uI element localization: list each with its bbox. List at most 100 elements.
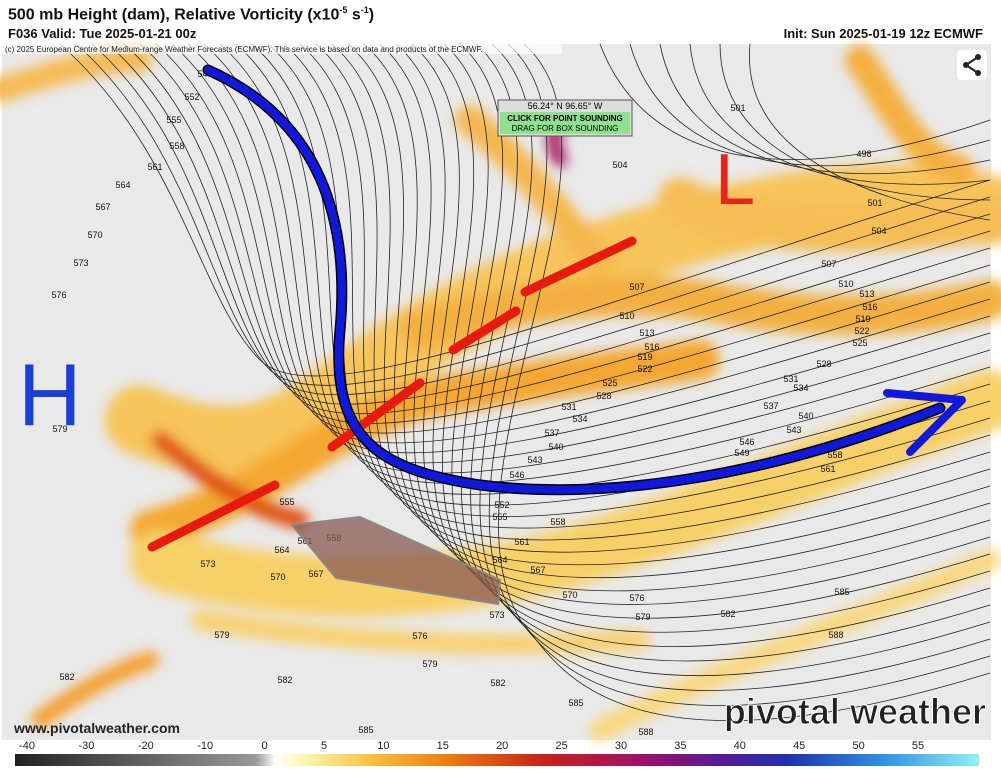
- colorbar-tick-label: 50: [852, 740, 864, 752]
- contour-line: [123, 43, 991, 415]
- tooltip-action-bg[interactable]: [500, 112, 630, 134]
- contour-label: 564: [492, 555, 507, 565]
- jet-arrowhead: [883, 389, 966, 456]
- contour-line: [749, 43, 991, 221]
- contour-label: 582: [720, 609, 735, 619]
- share-bg[interactable]: [957, 50, 987, 80]
- contour-label: 552: [184, 92, 199, 102]
- contour-line: [315, 43, 991, 541]
- contour-line: [283, 43, 991, 517]
- contour-label: 498: [856, 149, 871, 159]
- contour-label: 546: [509, 470, 524, 480]
- contour-label: 540: [548, 442, 563, 452]
- contour-line: [347, 43, 991, 566]
- contour-label: 549: [734, 448, 749, 458]
- low-pressure-center: L: [715, 140, 755, 220]
- contour-label: 582: [277, 675, 292, 685]
- contour-label: 582: [59, 672, 74, 682]
- share-button[interactable]: [957, 50, 987, 80]
- contour-label: 558: [550, 517, 565, 527]
- contour-label: 507: [821, 259, 836, 269]
- title-unit-exponent: -1: [360, 5, 369, 15]
- contour-label: 570: [562, 590, 577, 600]
- contour-label: 561: [514, 537, 529, 547]
- colorbar-tick-label: 5: [321, 740, 327, 752]
- copyright: (c) 2025 European Centre for Medium-rang…: [5, 45, 483, 54]
- contour-label: 507: [629, 282, 644, 292]
- colorbar-tick-label: -30: [78, 740, 94, 752]
- colorbar-tick-label: 55: [912, 740, 924, 752]
- init-time: Init: Sun 2025-01-19 12z ECMWF: [783, 26, 983, 41]
- contour-line: [395, 43, 991, 605]
- colorbar-tick-label: 10: [377, 740, 389, 752]
- contour-label: 573: [200, 559, 215, 569]
- high-pressure-center: H: [18, 345, 82, 444]
- contour-label: 573: [489, 610, 504, 620]
- colorbar-tick-label: 0: [262, 740, 268, 752]
- tooltip-coords[interactable]: 56.24° N 96.65° W: [528, 101, 603, 111]
- contour-label: 501: [867, 198, 882, 208]
- contour-label: 525: [852, 338, 867, 348]
- contour-label: 504: [871, 226, 886, 236]
- colorbar-tick-label: 40: [734, 740, 746, 752]
- contour-label: 579: [422, 659, 437, 669]
- colorbar-tick-label: 25: [555, 740, 567, 752]
- contour-label: 525: [602, 378, 617, 388]
- title: 500 mb Height (dam), Relative Vorticity …: [8, 5, 374, 24]
- contour-line: [719, 43, 991, 201]
- contour-label: 534: [793, 383, 808, 393]
- contour-label: 573: [73, 258, 88, 268]
- tooltip-point[interactable]: CLICK FOR POINT SOUNDING: [507, 114, 623, 123]
- contour-label: 561: [147, 162, 162, 172]
- colorbar-tick-label: 35: [674, 740, 686, 752]
- contour-label: 516: [862, 302, 877, 312]
- contour-label: 513: [859, 289, 874, 299]
- title-unit: s: [351, 6, 361, 24]
- contour-label: 579: [52, 424, 67, 434]
- title-text: 500 mb Height (dam), Relative Vorticity …: [8, 6, 340, 24]
- contour-label: 513: [639, 328, 654, 338]
- contour-labels: 549 552 555 558 561 564 567 570 573 576 579 501 498 5…: [51, 69, 886, 737]
- contour-label: 555: [279, 497, 294, 507]
- jet-arrow: [204, 66, 944, 494]
- contour-label: 534: [572, 414, 587, 424]
- contour-label: 543: [527, 455, 542, 465]
- contour-line: [599, 43, 991, 160]
- contour-label: 519: [855, 314, 870, 324]
- contour-line: [235, 43, 991, 484]
- contour-line: [91, 43, 991, 396]
- contour-label: 531: [561, 402, 576, 412]
- flow-arrow: [290, 515, 502, 606]
- contour-label: 528: [596, 391, 611, 401]
- contour-line: [411, 43, 991, 619]
- contour-label: 558: [827, 450, 842, 460]
- colorbar-tick-label: 30: [615, 740, 627, 752]
- contour-line: [498, 43, 991, 721]
- sounding-tooltip[interactable]: 56.24° N 96.65° W CLICK FOR POINT SOUNDI…: [497, 99, 633, 137]
- contour-line: [299, 43, 991, 529]
- contour-label: 585: [358, 725, 373, 735]
- contour-label: 501: [730, 103, 745, 113]
- contour-line: [488, 43, 991, 706]
- colorbar-tick-label: 20: [496, 740, 508, 752]
- colorbar-ticks: -40 -30 -20 -10 0 5 10 15 20 25 30 35 40 45 50 55: [19, 740, 924, 752]
- contour-label: 546: [739, 437, 754, 447]
- contour-label: 579: [635, 612, 650, 622]
- contour-label: 552: [494, 500, 509, 510]
- contour-label: 588: [638, 727, 653, 737]
- colorbar-tick-label: 45: [793, 740, 805, 752]
- contour-label: 510: [838, 279, 853, 289]
- contour-line: [363, 43, 991, 579]
- contour-label: 570: [87, 230, 102, 240]
- tooltip-box-sounding[interactable]: DRAG FOR BOX SOUNDING: [512, 124, 619, 133]
- contour-label: 585: [568, 698, 583, 708]
- contour-label: 582: [490, 678, 505, 688]
- colorbar-tick-label: -40: [19, 740, 35, 752]
- contour-label: 519: [637, 352, 652, 362]
- contour-line: [689, 43, 991, 185]
- title-exponent: -5: [339, 5, 348, 15]
- contour-line: [479, 43, 991, 691]
- contour-label: 564: [115, 180, 130, 190]
